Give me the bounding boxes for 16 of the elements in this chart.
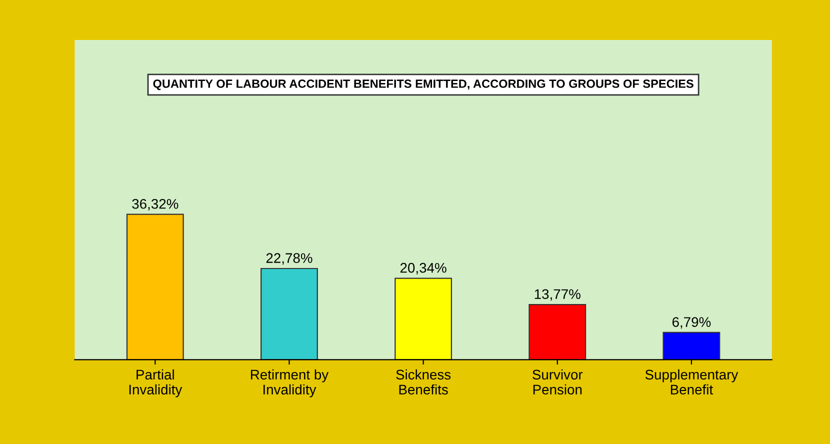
data-label: 36,32% xyxy=(132,198,178,210)
x-tick-label: Sickness Benefits xyxy=(396,369,451,395)
bar xyxy=(126,214,184,360)
chart-title: QUANTITY OF LABOUR ACCIDENT BENEFITS EMITTED, ACCORDING TO GROUPS OF SPECIES xyxy=(153,80,694,90)
x-tick-label: Retirment by Invalidity xyxy=(251,369,329,398)
data-label: 20,34% xyxy=(400,262,446,274)
bar xyxy=(662,332,720,360)
data-label: 6,79% xyxy=(672,317,711,329)
x-tick-label: Survivor Pension xyxy=(532,369,583,395)
x-tick-label: Supplementary Benefit xyxy=(645,369,738,395)
bar xyxy=(528,304,586,360)
x-tick-label: Partial Invalidity xyxy=(129,369,182,398)
bar xyxy=(394,278,452,360)
data-label: 13,77% xyxy=(534,289,580,301)
data-label: 22,78% xyxy=(266,253,312,265)
bar xyxy=(260,268,318,360)
